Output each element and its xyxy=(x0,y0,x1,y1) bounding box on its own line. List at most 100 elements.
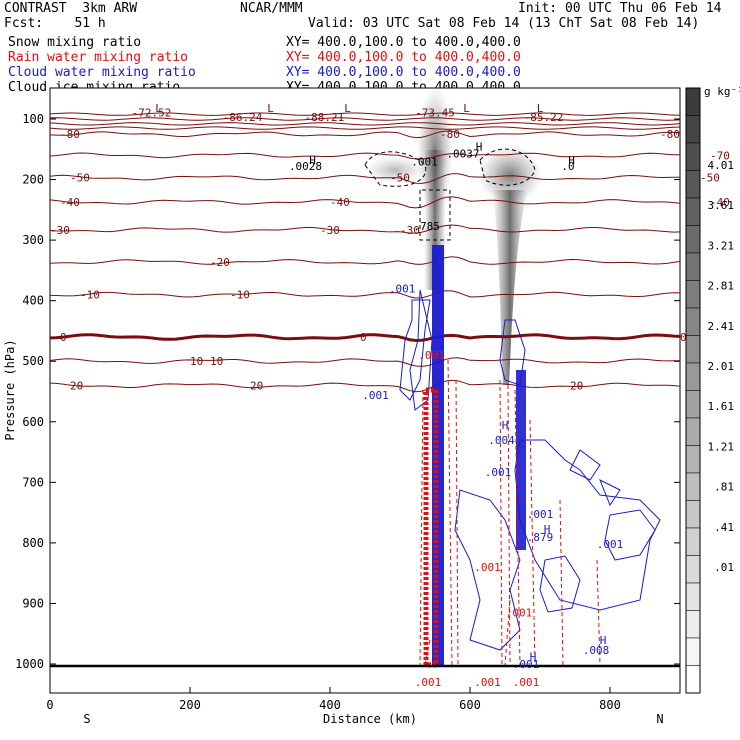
rain-water-contour xyxy=(499,379,503,666)
temperature-contour-line xyxy=(49,117,681,121)
mixing-ratio-label: .001 xyxy=(362,389,389,402)
x-tick-label: 0 xyxy=(46,698,53,712)
y-tick-label: 100 xyxy=(22,112,44,126)
colorbar-swatch xyxy=(685,582,701,611)
mixing-ratio-label: .001 xyxy=(415,676,442,689)
rain-water-contours xyxy=(364,148,601,668)
plume-shade xyxy=(492,190,528,385)
temperature-contour-label: -30 xyxy=(400,224,420,237)
extremum-marker: L xyxy=(344,102,351,115)
cloud-water-contour xyxy=(604,509,656,561)
temperature-contour-label: -50 xyxy=(390,172,410,185)
valid-time: Valid: 03 UTC Sat 08 Feb 14 (13 ChT Sat … xyxy=(308,16,700,31)
mixing-ratio-label: .001 xyxy=(506,607,533,620)
temperature-contour-label: -10 xyxy=(230,289,250,302)
colorbar-swatch xyxy=(685,500,701,529)
x-tick-label: 600 xyxy=(459,698,481,712)
rain-water-contour xyxy=(455,379,459,666)
colorbar-swatch xyxy=(685,637,701,666)
temperature-contour-label: -30 xyxy=(320,224,340,237)
colorbar-swatch xyxy=(685,417,701,446)
extremum-marker: H xyxy=(600,634,607,647)
y-tick-label: 1000 xyxy=(15,657,44,671)
legend-rain-xy: XY= 400.0,100.0 to 400.0,400.0 xyxy=(286,50,521,65)
temperature-contour-label: 10 xyxy=(210,355,223,368)
colorbar-swatch xyxy=(685,362,701,391)
temperature-contour-label: -50 xyxy=(700,172,720,185)
colorbar-frame xyxy=(685,87,701,694)
mixing-ratio-label: .879 xyxy=(527,531,554,544)
temperature-contour-line xyxy=(49,112,681,116)
mixing-ratio-label: .001 xyxy=(485,466,512,479)
y-tick-label: 600 xyxy=(22,415,44,429)
temperature-contour-line xyxy=(49,256,681,265)
rain-water-contour xyxy=(424,639,431,666)
temperature-contour-label: 0 xyxy=(60,331,67,344)
y-tick-label: 700 xyxy=(22,475,44,489)
mixing-ratio-label: .001 xyxy=(527,508,554,521)
temperature-contour-label: -80 xyxy=(60,128,80,141)
temperature-contour-label: -30 xyxy=(50,224,70,237)
rain-water-contour xyxy=(514,389,521,666)
cloud-water-contour xyxy=(514,439,661,611)
colorbar-swatch xyxy=(685,170,701,199)
legend-rain-label: Rain water mixing ratio xyxy=(8,50,189,65)
extremum-marker: L xyxy=(463,102,470,115)
colorbar-swatch xyxy=(685,197,701,226)
temperature-extreme-label: -88.21 xyxy=(305,111,345,124)
init-time: Init: 00 UTC Thu 06 Feb 14 xyxy=(518,1,722,16)
cloud-water-contour xyxy=(569,449,601,481)
temperature-contour-line xyxy=(49,224,681,234)
colorbar-swatch xyxy=(685,335,701,364)
temperature-contour-label: 0 xyxy=(360,331,367,344)
x-tick-label: 200 xyxy=(179,698,201,712)
temperature-contour-line xyxy=(49,196,681,209)
temperature-contour-line xyxy=(49,379,681,393)
colorbar-label: .01 xyxy=(714,561,734,574)
colorbar-swatch xyxy=(685,555,701,584)
temperature-contour-label: 20 xyxy=(250,379,263,392)
colorbar-label: 3.61 xyxy=(708,199,735,212)
temperature-extreme-label: -85.22 xyxy=(524,111,564,124)
colorbar-swatch xyxy=(685,87,701,116)
rain-water-contour xyxy=(447,359,453,666)
mixing-ratio-label: .0 xyxy=(561,160,574,173)
temperature-contour-label: -40 xyxy=(330,196,350,209)
temperature-contour-label: -80 xyxy=(440,128,460,141)
temperature-contour-label: 10 xyxy=(190,355,203,368)
snow-shade xyxy=(365,156,425,184)
contour-labels: -80 -80 -80 -70 -50 -50 -50 -40 -40 -40 -30 -30 -30 -… xyxy=(50,102,730,689)
legend-snow-xy: XY= 400.0,100.0 to 400.0,400.0 xyxy=(286,35,521,50)
y-axis-title: Pressure (hPa) xyxy=(3,339,17,440)
x-tick-label: 400 xyxy=(319,698,341,712)
extremum-marker: H xyxy=(309,154,316,167)
temperature-contour-label: -50 xyxy=(70,172,90,185)
temperature-contour-label: -40 xyxy=(710,196,730,209)
colorbar-label: .81 xyxy=(714,481,734,494)
temperature-contour-line xyxy=(49,122,681,126)
temperature-contours xyxy=(49,112,681,393)
temperature-contour-label: -80 xyxy=(660,128,680,141)
temperature-contour-label: -20 xyxy=(210,256,230,269)
colorbar-label: .41 xyxy=(714,521,734,534)
x-axis-north-label: N xyxy=(656,712,663,726)
x-tick-label: 800 xyxy=(599,698,621,712)
rain-water-contour xyxy=(596,559,601,666)
temperature-contour-label: 20 xyxy=(70,379,83,392)
colorbar-swatch xyxy=(685,390,701,419)
colorbar-swatch xyxy=(685,225,701,254)
temperature-contour-line xyxy=(49,126,681,130)
temperature-contour-label: 20 xyxy=(570,379,583,392)
temperature-extreme-label: -73.45 xyxy=(415,106,455,119)
temperature-contour-line xyxy=(49,130,681,139)
colorbar-swatch xyxy=(685,115,701,144)
extremum-marker: L xyxy=(537,102,544,115)
temperature-contour-label: 0 xyxy=(680,331,687,344)
colorbar-swatch xyxy=(685,280,701,309)
mixing-ratio-label: .001 xyxy=(513,658,540,671)
colorbar-label: 2.41 xyxy=(708,320,735,333)
rain-water-contour xyxy=(529,419,536,666)
cloud-water-core xyxy=(516,370,526,550)
colorbar-label: 1.61 xyxy=(708,400,735,413)
temperature-contour-line xyxy=(49,290,681,299)
